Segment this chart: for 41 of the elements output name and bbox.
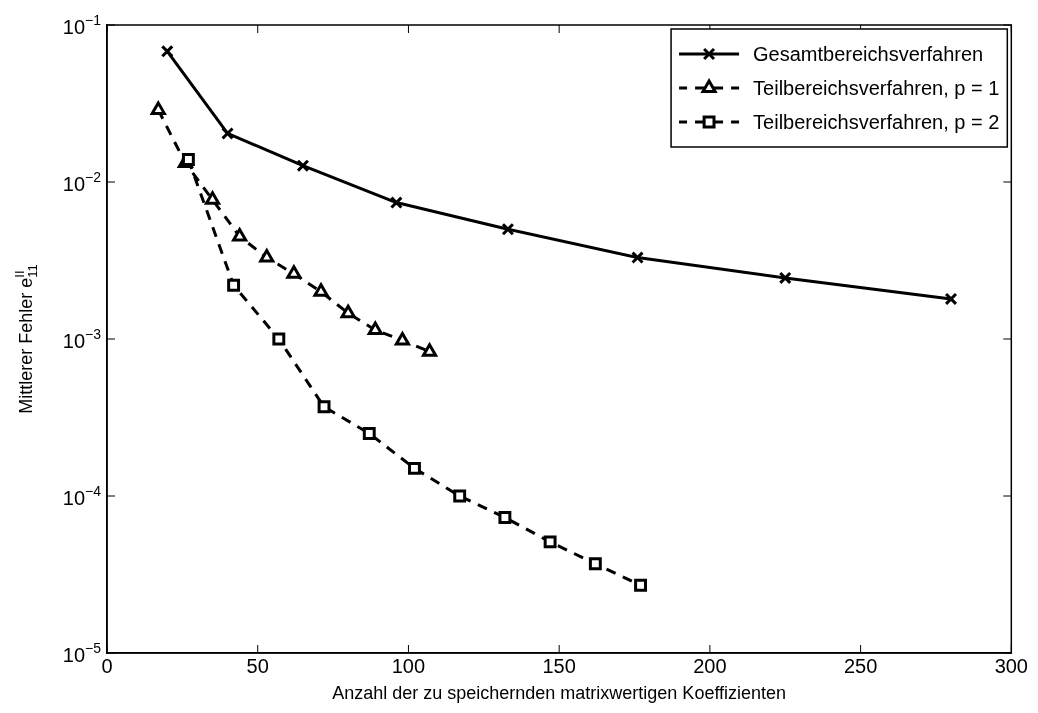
point [501, 222, 515, 236]
point [204, 191, 221, 205]
point [232, 227, 248, 242]
point [160, 44, 174, 58]
point [408, 461, 421, 475]
point [498, 511, 512, 524]
x-tick-label: 250 [843, 654, 878, 677]
point [634, 578, 647, 592]
point [221, 126, 235, 140]
point [588, 557, 602, 571]
legend-label: Gesamtbereichsverfahren [753, 42, 984, 65]
point [367, 321, 383, 336]
point [944, 292, 958, 306]
point [453, 489, 467, 503]
x-tick-label: 50 [246, 654, 269, 677]
x-axis-title: Anzahl der zu speichernden matrixwertigen Koeffizienten [332, 683, 787, 704]
point [389, 196, 403, 209]
point [286, 265, 302, 279]
legend-label: Teilbereichsverfahren, p = 2 [753, 110, 1000, 133]
x-tick-label: 150 [542, 654, 576, 677]
point [421, 343, 438, 357]
point [181, 153, 195, 166]
legend-label: Teilbereichsverfahren, p = 1 [753, 76, 1000, 99]
point [340, 304, 356, 319]
point [317, 400, 331, 414]
point [313, 283, 329, 297]
point [778, 271, 792, 285]
point [362, 427, 376, 440]
point [394, 331, 410, 346]
y-axis-title: Mittlerer Fehler eII11 [11, 264, 41, 414]
point [272, 332, 286, 346]
x-tick-label: 0 [101, 654, 113, 677]
x-tick-label: 200 [693, 654, 727, 677]
point [259, 249, 275, 263]
point [296, 159, 310, 173]
x-tick-label: 300 [994, 654, 1028, 677]
point [631, 251, 644, 265]
point [227, 278, 241, 292]
point [543, 535, 557, 549]
point [150, 101, 166, 115]
x-tick-label: 100 [391, 654, 426, 677]
